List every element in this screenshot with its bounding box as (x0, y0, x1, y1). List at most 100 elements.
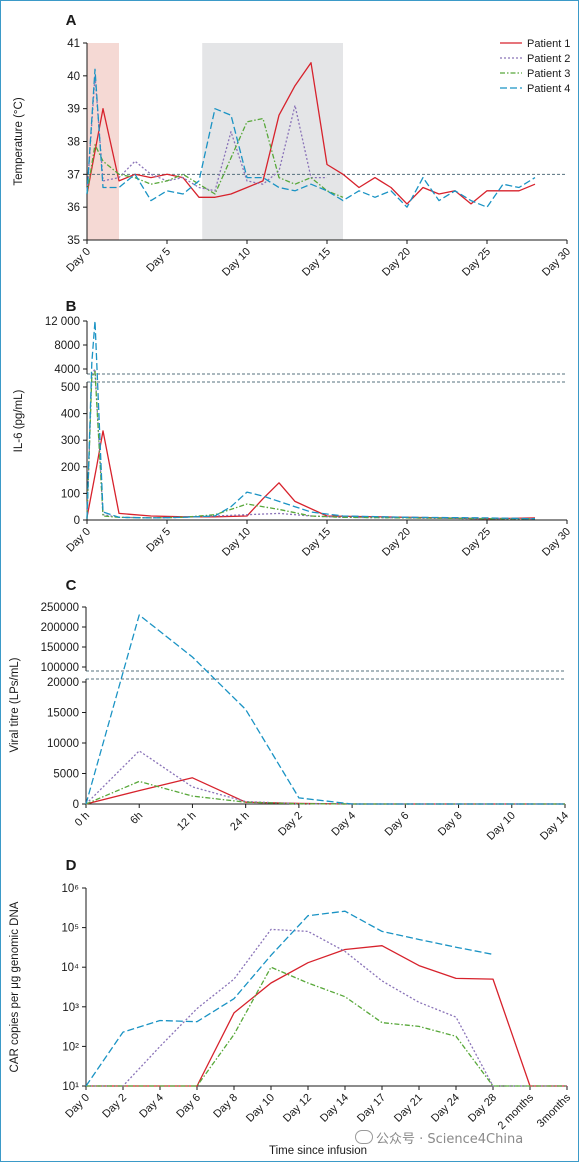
panel-label-C: C (66, 577, 77, 594)
x-tick-label-A: Day 10 (220, 246, 253, 279)
y-tick-label-A: 41 (67, 38, 80, 50)
x-tick-label-C: Day 8 (436, 810, 465, 839)
x-tick-label-C: 12 h (175, 810, 199, 834)
y-tick-label-A: 38 (67, 137, 80, 149)
legend-label-2: Patient 2 (527, 53, 570, 65)
shaded-region-1 (87, 43, 119, 240)
x-tick-label-D: Day 12 (281, 1092, 314, 1125)
legend-label-1: Patient 1 (527, 38, 570, 50)
series-line-B-patient-2 (86, 368, 535, 520)
x-tick-label-C: 24 h (228, 810, 252, 834)
x-tick-label-C: Day 2 (276, 810, 305, 839)
x-tick-label-D: Day 6 (174, 1092, 203, 1121)
x-tick-label-B: Day 20 (380, 526, 413, 559)
x-tick-label-D: Day 21 (392, 1092, 425, 1125)
series-line-C-patient-3 (85, 780, 565, 805)
series-line-D-patient-2 (86, 928, 567, 1087)
x-tick-label-D: Day 10 (244, 1092, 277, 1125)
y-tick-label-A: 37 (67, 169, 80, 181)
x-tick-label-A: Day 5 (144, 246, 173, 275)
y-tick-label-A: 40 (67, 71, 80, 83)
series-line-B-patient-1 (86, 430, 536, 520)
y-tick-label-C: 0 (73, 799, 79, 811)
y-tick-label-A: 35 (67, 235, 80, 247)
y-axis-title-A: Temperature (°C) (13, 97, 25, 185)
x-tick-label-D: Day 14 (318, 1092, 351, 1125)
y-tick-label-A: 36 (67, 202, 80, 214)
y-tick-label-D: 10⁴ (61, 962, 79, 974)
x-tick-label-B: Day 0 (64, 526, 93, 555)
y-tick-label-D: 10³ (62, 1002, 79, 1014)
series-line-A-patient-3 (86, 117, 344, 198)
y-tick-label-B: 500 (61, 382, 80, 394)
x-tick-label-A: Day 20 (380, 246, 413, 279)
x-tick-label-D: 2 months (496, 1091, 537, 1132)
legend-label-3: Patient 3 (527, 68, 570, 80)
y-tick-label-B: 200 (61, 462, 80, 474)
series-line-C-patient-1 (85, 777, 565, 805)
y-tick-label-D: 10² (62, 1041, 79, 1053)
wechat-icon (355, 1130, 373, 1144)
x-tick-label-B: Day 25 (460, 526, 493, 559)
watermark-text: 公众号 · Science4China (376, 1132, 524, 1147)
series-line-C-patient-2 (85, 750, 565, 805)
x-tick-label-D: Day 0 (63, 1092, 92, 1121)
y-tick-label-C: 15000 (47, 708, 79, 720)
y-tick-label-A: 39 (67, 104, 80, 116)
series-line-B-patient-4 (86, 320, 536, 520)
x-tick-label-C: 6h (128, 810, 145, 827)
x-tick-label-B: Day 30 (540, 526, 573, 559)
y-axis-title-D: CAR copies per μg genomic DNA (9, 901, 21, 1072)
x-tick-label-B: Day 5 (144, 526, 173, 555)
series-line-C-patient-4 (85, 614, 565, 805)
series-line-A-patient-1 (86, 62, 536, 205)
y-tick-label-B-upper: 4000 (54, 364, 80, 376)
series-line-B-patient-3 (86, 370, 535, 520)
panel-label-B: B (66, 298, 77, 315)
y-tick-label-D: 10⁵ (61, 923, 79, 935)
panel-label-D: D (66, 857, 77, 874)
x-tick-label-C: 0 h (73, 810, 92, 829)
y-tick-label-D: 10⁶ (61, 883, 79, 895)
x-tick-label-A: Day 15 (300, 246, 333, 279)
series-line-A-patient-4 (86, 68, 536, 208)
legend-label-4: Patient 4 (527, 83, 570, 95)
y-tick-label-C-upper: 200000 (41, 622, 79, 634)
y-tick-label-C-upper: 150000 (41, 642, 79, 654)
x-tick-label-B: Day 15 (300, 526, 333, 559)
watermark: 公众号 · Science4China (355, 1128, 523, 1147)
x-tick-label-D: Day 17 (355, 1092, 388, 1125)
x-tick-label-D: Day 4 (137, 1092, 166, 1121)
y-tick-label-B: 100 (61, 488, 80, 500)
x-tick-label-D: Day 24 (429, 1092, 462, 1125)
x-tick-label-D: Day 2 (100, 1092, 129, 1121)
x-tick-label-B: Day 10 (220, 526, 253, 559)
y-axis-title-B: IL-6 (pg/mL) (13, 390, 25, 453)
y-tick-label-C-upper: 250000 (41, 602, 79, 614)
y-axis-title-C: Viral titre (LPs/mL) (9, 657, 21, 752)
series-line-A-patient-2 (86, 75, 327, 195)
x-tick-label-C: Day 6 (383, 810, 412, 839)
y-tick-label-C-upper: 100000 (41, 662, 79, 674)
x-tick-label-D: Day 28 (466, 1092, 499, 1125)
panel-label-A: A (66, 12, 77, 29)
x-tick-label-C: Day 4 (329, 810, 358, 839)
y-tick-label-B: 0 (74, 515, 80, 527)
x-tick-label-A: Day 0 (64, 246, 93, 275)
y-tick-label-D: 10¹ (62, 1081, 79, 1093)
y-tick-label-C: 5000 (53, 769, 79, 781)
x-tick-label-A: Day 30 (540, 246, 573, 279)
x-axis-title-D: Time since infusion (269, 1145, 367, 1157)
y-tick-label-B-upper: 8000 (54, 340, 80, 352)
x-tick-label-C: Day 14 (538, 810, 571, 843)
y-tick-label-B: 300 (61, 435, 80, 447)
y-tick-label-C: 10000 (47, 738, 79, 750)
x-tick-label-A: Day 25 (460, 246, 493, 279)
y-tick-label-B-upper: 12 000 (45, 316, 80, 328)
y-tick-label-C: 20000 (47, 677, 79, 689)
x-tick-label-D: Day 8 (211, 1092, 240, 1121)
series-line-D-patient-1 (86, 945, 567, 1087)
x-tick-label-D: 3months (535, 1091, 574, 1130)
x-tick-label-C: Day 10 (485, 810, 518, 843)
